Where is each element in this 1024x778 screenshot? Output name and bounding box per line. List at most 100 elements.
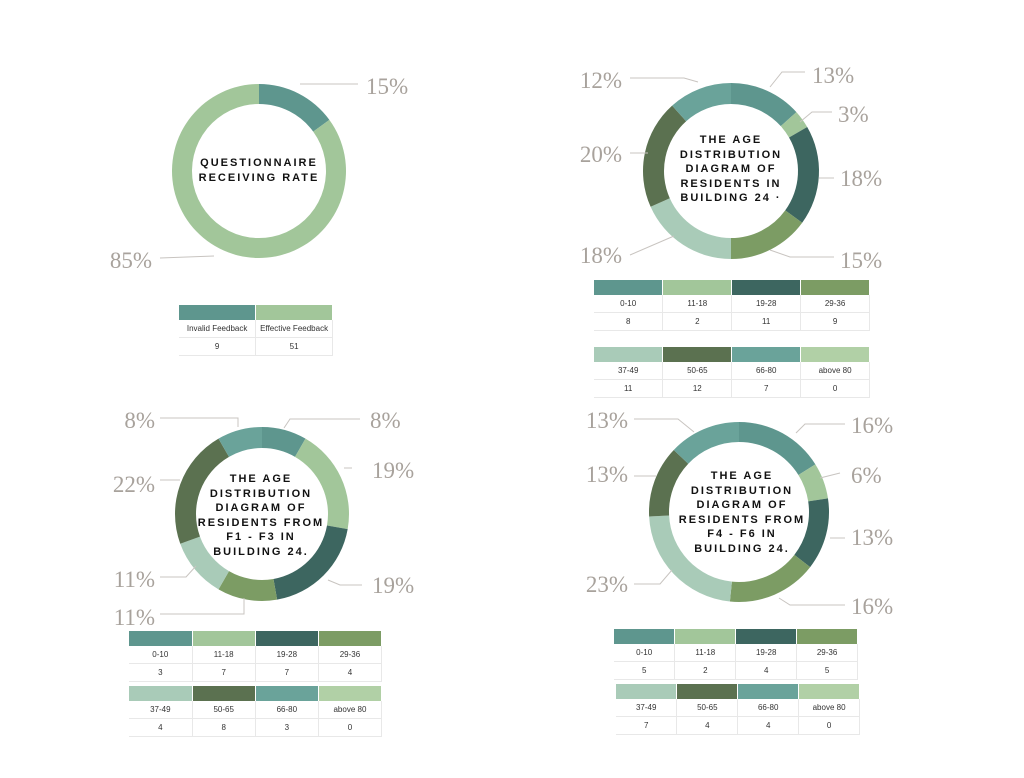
legend-swatch <box>129 686 193 701</box>
leader-line <box>795 423 845 434</box>
leader-line <box>283 418 360 429</box>
legend-value: 0 <box>800 379 870 398</box>
legend-table: Invalid Feedback Effective Feedback 9 51 <box>179 305 333 356</box>
percent-label: 15% <box>366 74 408 99</box>
percent-label: 22% <box>113 472 155 497</box>
legend-label: 0-10 <box>614 644 676 662</box>
legend-label: above 80 <box>798 699 860 717</box>
percent-label: 12% <box>580 68 622 93</box>
percent-label: 19% <box>372 458 414 483</box>
legend-label: 66-80 <box>737 699 800 717</box>
percent-label: 19% <box>372 573 414 598</box>
legend-swatch <box>318 686 383 701</box>
chart-title: THE AGE DISTRIBUTION DIAGRAM OF RESIDENT… <box>678 470 806 555</box>
chart-title: QUESTIONNAIRE RECEIVING RATE <box>198 157 320 184</box>
legend-value: 7 <box>731 379 802 398</box>
legend-swatch-invalid <box>179 305 257 320</box>
percent-label: 13% <box>812 63 854 88</box>
legend-swatch <box>616 684 678 699</box>
legend-value: 7 <box>616 716 678 735</box>
legend-label: 11-18 <box>662 295 733 313</box>
legend-swatch <box>798 684 860 699</box>
legend-label: 37-49 <box>594 362 664 380</box>
donut-slice-66-80 <box>218 427 262 457</box>
legend-swatch <box>318 631 383 646</box>
legend-label: 19-28 <box>731 295 802 313</box>
chart-title: THE AGE DISTRIBUTION DIAGRAM OF RESIDENT… <box>679 134 783 204</box>
legend-swatch <box>192 686 256 701</box>
leader-line <box>799 111 832 123</box>
legend-label: 50-65 <box>192 701 256 719</box>
donut-slice-11-18 <box>798 464 828 502</box>
percent-label: 18% <box>580 243 622 268</box>
leader-line <box>327 579 362 586</box>
legend-label: 0-10 <box>129 646 193 664</box>
leader-line <box>630 77 699 83</box>
legend-label: 11-18 <box>674 644 737 662</box>
legend-swatch <box>662 347 733 362</box>
legend-value: 9 <box>800 312 870 331</box>
donut-slice-29-36 <box>731 210 803 259</box>
percent-label: 20% <box>580 142 622 167</box>
legend-swatch <box>737 684 800 699</box>
legend-swatch <box>800 280 870 295</box>
legend-swatch <box>800 347 870 362</box>
donut-slice-50-65 <box>649 449 689 517</box>
legend-value: 11 <box>731 312 802 331</box>
legend-value: 3 <box>129 663 193 682</box>
legend-swatch <box>731 280 802 295</box>
legend-swatch <box>129 631 193 646</box>
legend-swatch <box>676 684 739 699</box>
donut-slice-50-65 <box>175 438 229 544</box>
legend-value: 0 <box>318 718 383 737</box>
legend-value: 4 <box>676 716 739 735</box>
legend-value: 8 <box>594 312 664 331</box>
donut-slice-19-28 <box>785 127 819 223</box>
legend-value: 5 <box>796 661 858 680</box>
leader-line <box>769 71 805 88</box>
leader-line <box>160 598 245 615</box>
legend-swatch-effective <box>255 305 333 320</box>
legend-value: 4 <box>735 661 798 680</box>
legend-value: 51 <box>255 337 333 356</box>
legend-swatch <box>255 631 319 646</box>
legend-value: 4 <box>318 663 383 682</box>
legend-label: 50-65 <box>662 362 733 380</box>
legend-value: 0 <box>798 716 860 735</box>
legend-swatch <box>796 629 858 644</box>
legend-value: 8 <box>192 718 256 737</box>
legend-value: 4 <box>737 716 800 735</box>
donut-slice-invalid-feedback <box>259 84 330 132</box>
donut-slice-37-49 <box>180 536 229 590</box>
legend-label: 0-10 <box>594 295 664 313</box>
legend-swatch <box>674 629 737 644</box>
donut-slice-29-36 <box>729 554 811 602</box>
donut-slice-19-28 <box>794 498 829 568</box>
legend-label: 37-49 <box>129 701 193 719</box>
legend-value: 12 <box>662 379 733 398</box>
percent-label: 11% <box>114 605 155 630</box>
percent-label: 8% <box>370 408 401 433</box>
donut-slice-0-10 <box>262 427 306 457</box>
legend-swatch <box>731 347 802 362</box>
percent-label: 13% <box>586 462 628 487</box>
legend-value: 7 <box>255 663 319 682</box>
percent-label: 85% <box>110 248 152 273</box>
legend-value: 5 <box>614 661 676 680</box>
donut-slice-19-28 <box>273 525 348 600</box>
legend-value: 11 <box>594 379 664 398</box>
percent-label: 18% <box>840 166 882 191</box>
legend-label: 50-65 <box>676 699 739 717</box>
legend-swatch <box>735 629 798 644</box>
leader-line <box>634 418 695 433</box>
legend-swatch <box>255 686 319 701</box>
percent-label: 6% <box>851 463 882 488</box>
donut-slice-66-80 <box>673 422 739 464</box>
percent-label: 16% <box>851 413 893 438</box>
percent-label: 16% <box>851 594 893 619</box>
donut-slice-11-18 <box>780 112 808 138</box>
